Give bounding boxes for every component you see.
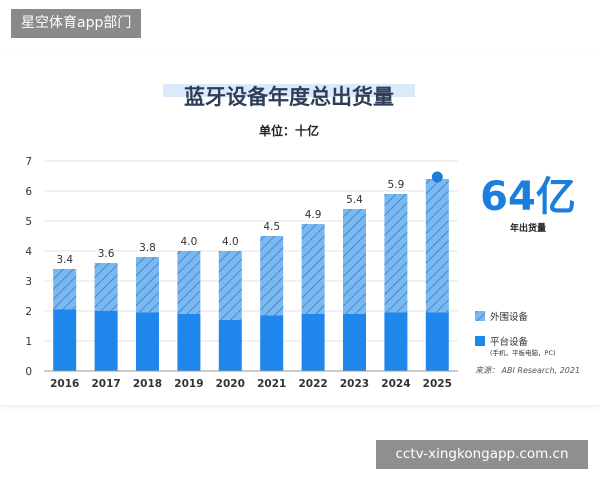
bar-platform	[425, 312, 449, 371]
y-tick-label: 3	[25, 276, 32, 288]
x-tick-label: 2021	[257, 378, 286, 390]
x-tick-label: 2023	[340, 378, 369, 390]
bar-platform	[301, 314, 325, 371]
legend-sub-platform: (手机，平板电脑，PC)	[490, 348, 556, 357]
y-tick-label: 7	[25, 156, 32, 168]
legend-label-peripheral: 外围设备	[490, 311, 529, 323]
bar-peripheral	[136, 257, 159, 313]
y-tick-label: 5	[25, 216, 32, 228]
x-tick-label: 2017	[91, 378, 120, 390]
bottom-banner: cctv-xingkongapp.com.cn	[376, 440, 588, 469]
data-label: 3.6	[98, 248, 115, 260]
highlight-value: 64亿	[480, 174, 576, 220]
data-label: 4.5	[263, 221, 280, 233]
bar-platform	[384, 312, 408, 371]
source-note: 来源： ABI Research, 2021	[475, 366, 580, 375]
data-label: 4.9	[305, 209, 322, 221]
bar-peripheral	[53, 269, 77, 310]
bar-peripheral	[260, 236, 284, 316]
bar-peripheral	[94, 263, 118, 311]
title-highlight	[163, 84, 415, 97]
x-tick-label: 2024	[381, 378, 410, 390]
highlight-caption: 年出货量	[510, 222, 546, 234]
legend-label-platform: 平台设备	[490, 336, 529, 348]
chart-subtitle: 单位：十亿	[259, 123, 319, 138]
bar-platform	[53, 309, 77, 371]
y-tick-label: 2	[25, 306, 32, 318]
data-label: 3.4	[56, 254, 73, 266]
legend-swatch-platform	[475, 336, 485, 346]
y-tick-label: 6	[25, 186, 32, 198]
bar-platform	[94, 311, 118, 371]
y-tick-label: 0	[25, 366, 32, 378]
bar-peripheral	[301, 224, 325, 314]
chart-svg: 蓝牙设备年度总出货量 单位：十亿 20163.420173.620183.820…	[25, 84, 580, 390]
legend-swatch-peripheral	[475, 311, 485, 321]
highlight-dot	[431, 171, 443, 183]
bar-platform	[343, 314, 366, 371]
data-label: 3.8	[139, 242, 156, 254]
bar-platform	[177, 314, 201, 371]
bar-peripheral	[425, 179, 449, 313]
x-tick-label: 2020	[216, 378, 245, 390]
bar-peripheral	[343, 209, 366, 314]
x-tick-label: 2016	[50, 378, 79, 390]
x-tick-label: 2019	[174, 378, 203, 390]
chart-title: 蓝牙设备年度总出货量	[184, 85, 394, 109]
x-tick-label: 2018	[133, 378, 162, 390]
bar-peripheral	[384, 194, 408, 313]
top-banner: 星空体育app部门	[11, 9, 142, 38]
data-label: 4.0	[222, 236, 239, 248]
bar-peripheral	[177, 251, 201, 314]
x-tick-label: 2022	[298, 378, 327, 390]
data-label: 5.4	[346, 194, 363, 206]
chart-card: 蓝牙设备年度总出货量 单位：十亿 2016 3.4 2017 3.6 2018 3.8 20…	[0, 55, 600, 405]
data-label: 4.0	[181, 236, 198, 248]
y-tick-label: 4	[25, 246, 32, 258]
bar-peripheral	[218, 251, 242, 320]
bar-platform	[218, 320, 242, 371]
y-tick-label: 1	[25, 336, 32, 348]
bar-platform	[136, 312, 159, 371]
data-label: 5.9	[388, 179, 405, 191]
bar-platform	[260, 315, 284, 371]
x-tick-label: 2025	[423, 378, 452, 390]
